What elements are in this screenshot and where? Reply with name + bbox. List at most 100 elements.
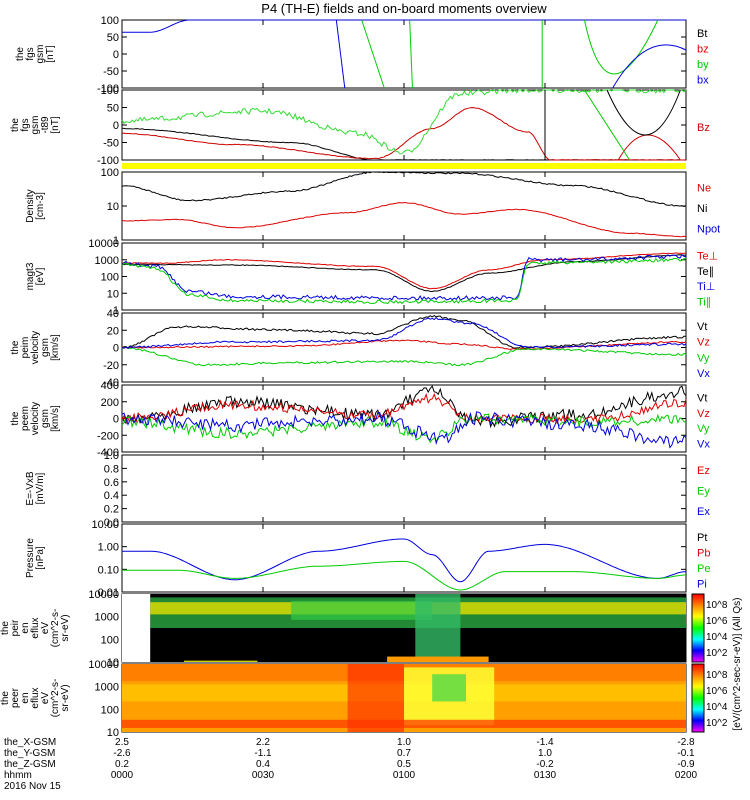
x-tick-value: 0200 (675, 770, 698, 781)
y-axis-label-line: [km/s] (50, 334, 61, 361)
y-axis-label-line: velocity (30, 402, 41, 435)
legend-label: Pi (697, 578, 707, 590)
y-tick-label: -100 (97, 83, 119, 95)
y-tick-label: 1.0 (104, 450, 119, 462)
colorbar-tick-label: 10^8 (706, 670, 728, 681)
panel-peer_spec: 10000 1000 100 10 the peer en eflux eV (cm^2-s-sr… (0, 659, 687, 739)
peer-spectrogram-band (432, 674, 467, 702)
x-row-label: the_X-GSM (4, 737, 56, 748)
series-vz-i (121, 339, 687, 351)
y-tick-label: 100 (101, 704, 119, 716)
y-tick-label: 0.10 (98, 564, 119, 576)
y-axis-label-line: peim (20, 337, 31, 359)
legend-label: Ex (697, 506, 710, 518)
y-tick-label: -50 (103, 66, 119, 78)
y-tick-label: 100 (101, 15, 119, 27)
series-te-perp (121, 252, 687, 290)
series-vy-i (121, 346, 687, 367)
series-ne (121, 201, 687, 238)
y-tick-label: 1000 (95, 255, 119, 267)
y-axis-label-line: E=-VxB (25, 471, 36, 506)
y-axis-label: the peem velocity gsm [km/s] (10, 402, 61, 435)
legend-label: Pe (697, 563, 710, 575)
x-tick-value: 0100 (393, 770, 416, 781)
x-row-label: the_Z-GSM (4, 759, 56, 770)
y-axis-label-line: peem (20, 406, 31, 431)
legend-label: bx (697, 74, 709, 86)
x-tick-value: 0.4 (256, 759, 270, 770)
y-tick-label: 40 (107, 308, 119, 320)
peir-spectrogram-band (387, 656, 489, 662)
legend-label: Vt (697, 321, 707, 333)
series-bx-line (335, 19, 346, 89)
y-tick-label: -400 (97, 447, 119, 459)
legend-label: Bz (697, 122, 710, 134)
y-axis-label-line: gsm (35, 45, 46, 64)
y-tick-label: 10000 (88, 589, 119, 601)
y-axis-label-line: eflux (30, 687, 41, 708)
y-axis-label-line: gsm (40, 409, 51, 428)
y-axis-label: Pressure [nPa] (25, 538, 46, 578)
y-axis-label-line: eV (40, 692, 51, 705)
y-tick-label: 200 (101, 397, 119, 409)
panel-frame (121, 19, 687, 89)
colorbar: 10^8 10^6 10^4 10^2 10^8 10^6 10^4 10^2 [eV/(cm^… (691, 593, 743, 733)
x-tick-value: 1.0 (397, 737, 411, 748)
y-tick-label: 400 (101, 380, 119, 392)
y-tick-label: -50 (103, 138, 119, 150)
y-axis-label: the peim velocity gsm [km/s] (10, 331, 61, 364)
y-axis-label-line: magt3 (25, 262, 36, 290)
colorbar-label: [eV/(cm^2-sec-sr-eV)] (All Qs) (732, 597, 743, 730)
y-axis-label: the peer en eflux eV (cm^2-s-sr-eV) (0, 679, 71, 718)
y-tick-label: 100 (101, 634, 119, 646)
y-axis-label-line: eV (40, 622, 51, 635)
series-ni (121, 171, 687, 208)
series-bt-mod-curve (606, 89, 681, 136)
x-tick-value: -0.9 (677, 759, 695, 770)
peir-spectrogram-band (415, 594, 461, 662)
legend-label: Ez (697, 465, 710, 477)
y-axis-label-line: [nT] (50, 116, 61, 133)
y-axis-label-line: gsm (40, 338, 51, 357)
y-tick-label: -20 (103, 360, 119, 372)
yellow-band (122, 163, 686, 169)
y-tick-label: 10 (107, 201, 119, 213)
peir-spectrogram-band (184, 660, 258, 662)
y-tick-label: 10 (107, 657, 119, 669)
x-tick-value: 2.5 (115, 737, 129, 748)
y-tick-label: 0.2 (104, 504, 119, 516)
peer-spectrogram-band (122, 719, 686, 728)
y-axis-label-line: fgs (20, 118, 31, 131)
panel-efield: 1.00.8 0.60.4 0.20.0 E=-VxB [mV/m] Ez Ey Ex (25, 450, 710, 529)
colorbar-peir (691, 593, 705, 663)
y-axis-label-line: peer (10, 687, 21, 708)
panel-temp: 10000 1000 100 10 1 magt3 [eV] Te⊥ Te∥ Ti⊥ Ti∥ (25, 238, 718, 317)
y-axis-label-line: sr-eV) (60, 684, 71, 711)
peir-spectrogram-band (122, 594, 151, 662)
y-tick-label: 100 (101, 167, 119, 179)
y-tick-label: 0.8 (104, 463, 119, 475)
y-axis-label-line: the (0, 691, 11, 705)
x-tick-value: -0.2 (536, 759, 554, 770)
x-tick-value: 0030 (252, 770, 275, 781)
y-axis-label-line: [eV] (35, 267, 46, 285)
colorbar-tick-label: 10^2 (706, 648, 728, 659)
y-tick-label: 1.00 (98, 542, 119, 554)
peir-spectrogram-band (291, 600, 433, 620)
y-axis-label-line: the (10, 118, 21, 132)
y-tick-label: 0.4 (104, 490, 119, 502)
panel-frame (121, 454, 687, 523)
panel-peir_spec: 10000 1000 100 10 the peir en eflux eV (cm^2-s-sr… (0, 589, 687, 669)
y-axis-label: Density [cm-3] (25, 189, 46, 222)
panel-fgs: 100 50 0 -50 -100 the fgs gsm [nT] Bt bz by bx (15, 15, 709, 95)
y-tick-label: 10000 (88, 659, 119, 671)
colorbar-tick-label: 10^4 (706, 702, 728, 713)
colorbar-peer (691, 663, 705, 733)
y-tick-label: 20 (107, 325, 119, 337)
y-tick-label: 10 (107, 727, 119, 739)
series-by-mod (121, 89, 687, 155)
legend-label: Pb (697, 547, 710, 559)
x-tick-value: -1.4 (536, 737, 554, 748)
